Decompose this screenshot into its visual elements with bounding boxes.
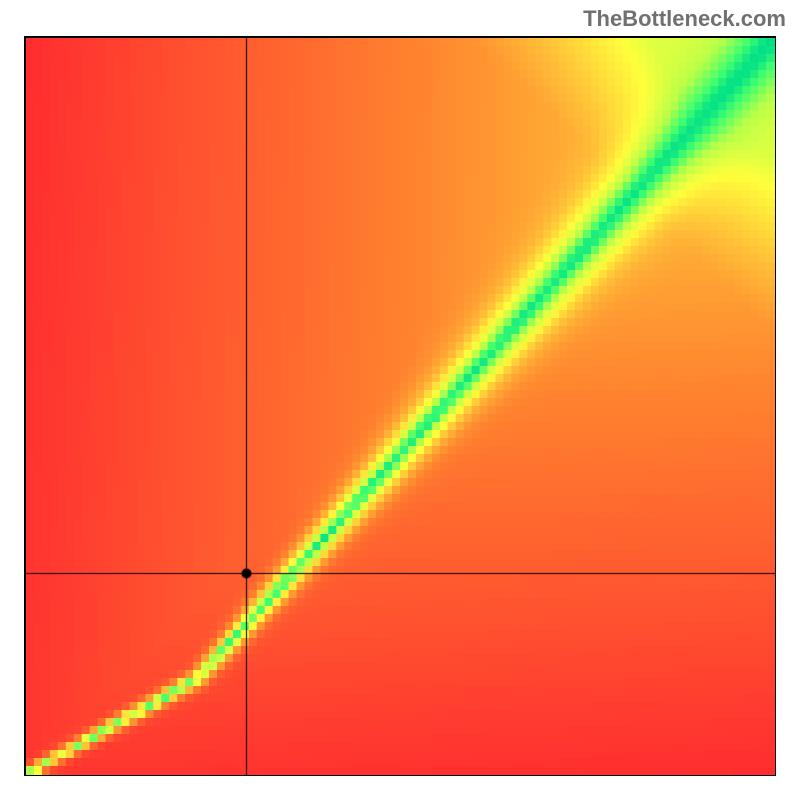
heatmap-canvas — [24, 36, 776, 776]
chart-container: TheBottleneck.com — [0, 0, 800, 800]
watermark-text: TheBottleneck.com — [583, 6, 786, 32]
plot-area — [24, 36, 776, 776]
